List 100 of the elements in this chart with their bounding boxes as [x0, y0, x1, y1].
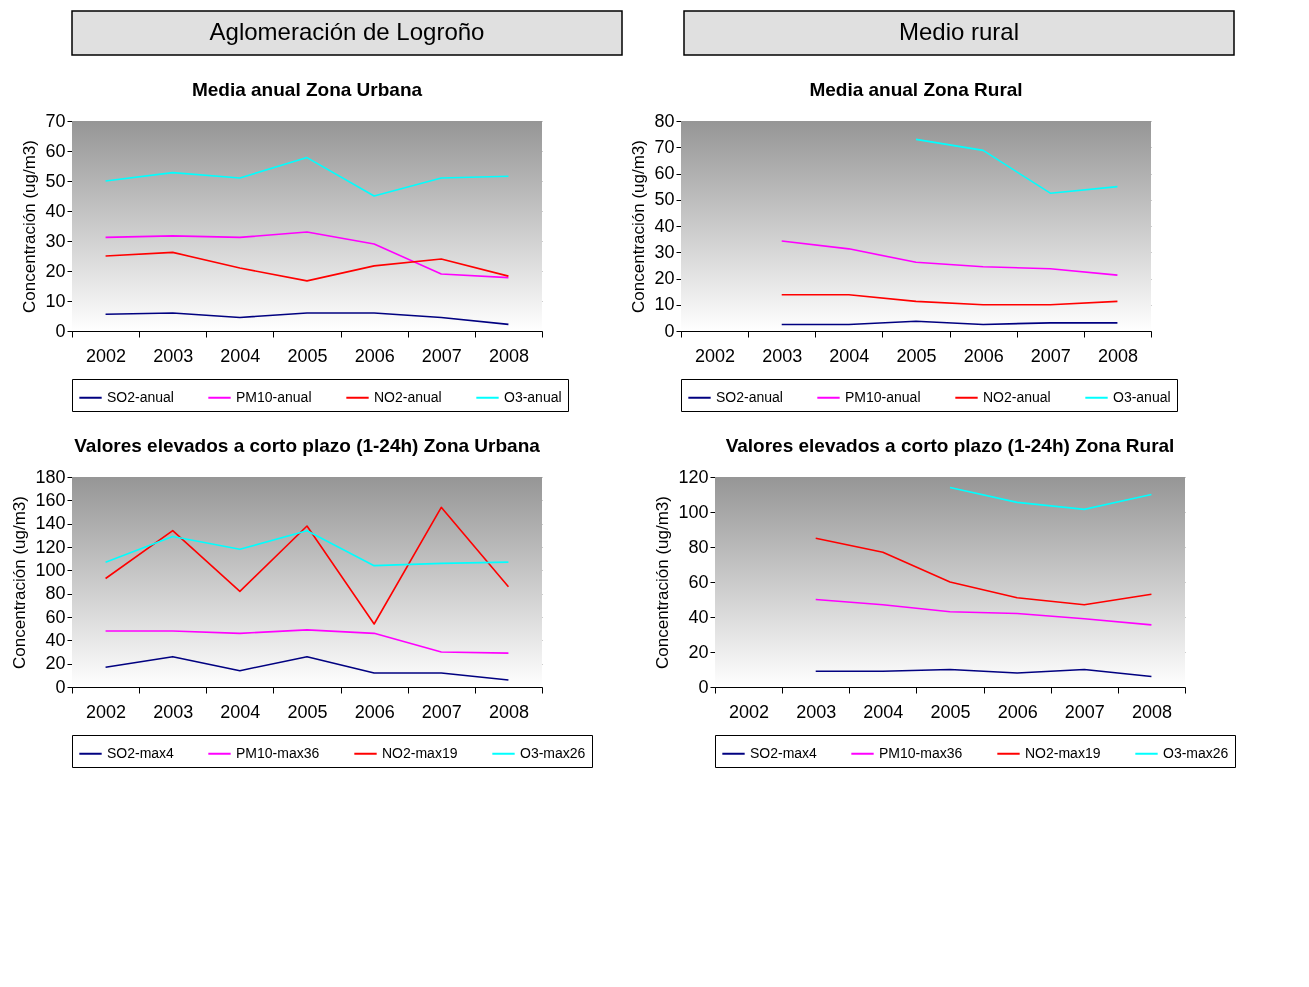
- x-tick-label: 2004: [829, 345, 870, 366]
- line-series: [915, 138, 1119, 194]
- y-tick-label: 100: [678, 501, 709, 522]
- text: Aglomeración de Logroño: [209, 18, 485, 45]
- y-tick-label: 40: [45, 629, 66, 650]
- y-tick-label: 80: [45, 583, 66, 604]
- chart-title: Valores elevados a corto plazo (1-24h) Zona Rural: [725, 435, 1175, 456]
- y-tick-label: 160: [35, 489, 66, 510]
- x-tick-label: 2006: [354, 701, 395, 722]
- legend-label: PM10-max36: [236, 744, 320, 761]
- y-tick-label: 60: [45, 140, 66, 161]
- y-tick-label: 0: [55, 320, 66, 341]
- line-series: [780, 240, 1119, 276]
- x-tick-label: 2003: [796, 701, 837, 722]
- y-tick-label: 20: [654, 268, 675, 288]
- y-tick-label: 20: [688, 641, 709, 662]
- y-tick-label: 140: [35, 513, 66, 534]
- x-tick-label: 2007: [421, 701, 462, 722]
- y-axis-title: Concentración (ug/m3): [653, 496, 673, 669]
- x-tick-label: 2004: [220, 701, 261, 722]
- legend-label: NO2-anual: [983, 388, 1051, 405]
- line-series: [104, 629, 510, 654]
- y-tick-label: 40: [688, 606, 709, 627]
- x-tick-label: 2006: [354, 345, 395, 366]
- x-tick-label: 2005: [930, 701, 971, 722]
- y-tick-label: 40: [45, 200, 66, 221]
- line-series: [104, 506, 510, 625]
- chart-title: Valores elevados a corto plazo (1-24h) Zona Urbana: [74, 435, 541, 456]
- legend-label: SO2-anual: [716, 388, 783, 405]
- y-tick-label: 20: [45, 260, 66, 281]
- y-tick-label: 120: [678, 466, 709, 487]
- line-series: [104, 156, 510, 197]
- x-tick-label: 2002: [695, 345, 736, 366]
- legend-label: O3-max26: [520, 744, 586, 761]
- x-tick-label: 2007: [421, 345, 462, 366]
- chart-title: Media anual Zona Urbana: [191, 79, 423, 100]
- y-tick-label: 60: [654, 163, 675, 183]
- legend-label: PM10-max36: [879, 744, 963, 761]
- legend-label: NO2-max19: [382, 744, 458, 761]
- legend-label: O3-anual: [1113, 388, 1171, 405]
- legend-label: NO2-anual: [374, 388, 442, 405]
- y-tick-label: 50: [45, 170, 66, 191]
- y-tick-label: 30: [654, 241, 675, 262]
- line-series: [814, 537, 1153, 606]
- y-tick-label: 0: [55, 676, 66, 697]
- y-tick-label: 70: [654, 136, 675, 157]
- x-tick-label: 2008: [488, 701, 529, 722]
- x-tick-label: 2007: [1064, 701, 1105, 722]
- y-tick-label: 30: [45, 230, 66, 251]
- legend-label: PM10-anual: [845, 388, 921, 405]
- line-series: [104, 529, 510, 567]
- line-series: [104, 251, 510, 282]
- x-tick-label: 2002: [86, 701, 127, 722]
- y-axis-title: Concentración (ug/m3): [20, 140, 40, 313]
- x-tick-label: 2002: [86, 345, 127, 366]
- x-tick-label: 2008: [1131, 701, 1172, 722]
- legend-label: SO2-anual: [107, 388, 174, 405]
- line-series: [104, 231, 510, 279]
- y-tick-label: 40: [654, 215, 675, 236]
- y-tick-label: 20: [45, 653, 66, 674]
- x-tick-label: 2008: [1097, 345, 1138, 366]
- x-tick-label: 2006: [963, 345, 1004, 366]
- legend-label: SO2-max4: [750, 744, 818, 761]
- x-tick-label: 2006: [997, 701, 1038, 722]
- chart-title: Media anual Zona Rural: [809, 79, 1023, 100]
- y-tick-label: 70: [45, 110, 66, 131]
- x-tick-label: 2005: [287, 345, 328, 366]
- line-series: [104, 655, 510, 681]
- x-tick-label: 2005: [287, 701, 328, 722]
- y-tick-label: 0: [664, 320, 675, 341]
- legend-label: NO2-max19: [1025, 744, 1101, 761]
- line-series: [814, 668, 1153, 678]
- y-tick-label: 60: [688, 571, 709, 592]
- legend-label: O3-max26: [1163, 744, 1229, 761]
- x-tick-label: 2003: [153, 701, 194, 722]
- y-tick-label: 10: [45, 290, 66, 311]
- x-tick-label: 2008: [488, 345, 529, 366]
- x-tick-label: 2004: [220, 345, 261, 366]
- y-tick-label: 120: [35, 536, 66, 557]
- y-tick-label: 80: [654, 110, 675, 131]
- y-axis-title: Concentración (ug/m3): [629, 140, 649, 313]
- x-tick-label: 2005: [896, 345, 937, 366]
- x-tick-label: 2007: [1030, 345, 1071, 366]
- legend-label: PM10-anual: [236, 388, 312, 405]
- x-tick-label: 2003: [153, 345, 194, 366]
- y-tick-label: 100: [35, 559, 66, 580]
- y-tick-label: 10: [654, 294, 675, 315]
- line-series: [949, 486, 1153, 511]
- line-series: [814, 598, 1153, 626]
- legend-label: SO2-max4: [107, 744, 175, 761]
- y-tick-label: 50: [654, 189, 675, 210]
- legend-label: O3-anual: [504, 388, 562, 405]
- x-tick-label: 2002: [729, 701, 770, 722]
- line-series: [104, 312, 510, 326]
- y-axis-title: Concentración (ug/m3): [10, 496, 30, 669]
- y-tick-label: 180: [35, 466, 66, 487]
- y-tick-label: 80: [688, 536, 709, 557]
- x-tick-label: 2003: [762, 345, 803, 366]
- y-tick-label: 60: [45, 606, 66, 627]
- y-tick-label: 0: [698, 676, 709, 697]
